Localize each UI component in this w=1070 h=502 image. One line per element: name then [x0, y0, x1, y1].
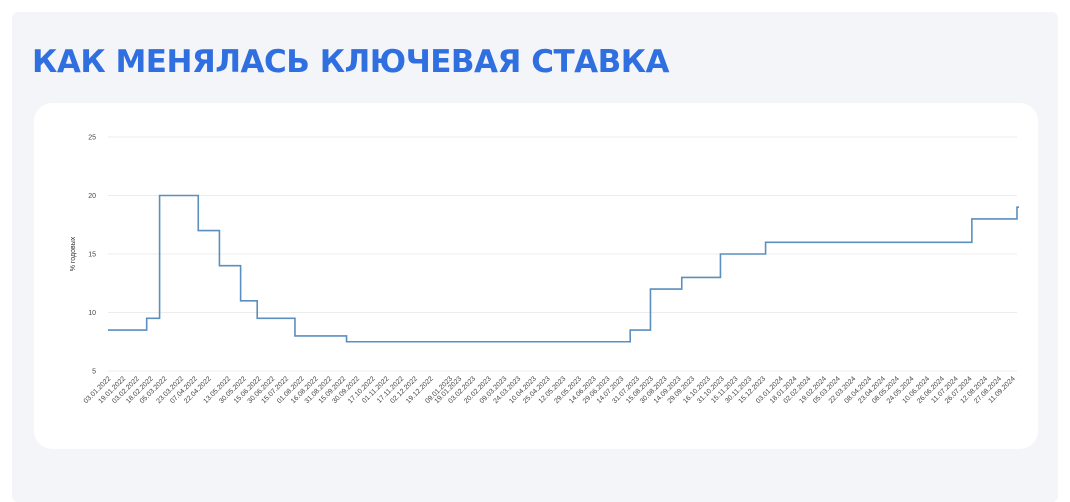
y-tick-label: 5	[92, 369, 96, 376]
y-tick-label: 15	[88, 252, 96, 259]
y-tick-label: 10	[88, 310, 96, 317]
y-axis-label: % годовых	[70, 236, 77, 271]
key-rate-series-line	[108, 194, 1019, 343]
y-tick-label: 25	[88, 135, 96, 142]
y-tick-label: 20	[88, 193, 96, 200]
chart-card: 5 10 15 20 25% годовых 03.01.2022 19.01.2022 03…	[34, 103, 1038, 449]
page-title: КАК МЕНЯЛАСЬ КЛЮЧЕВАЯ СТАВКА	[32, 44, 670, 80]
